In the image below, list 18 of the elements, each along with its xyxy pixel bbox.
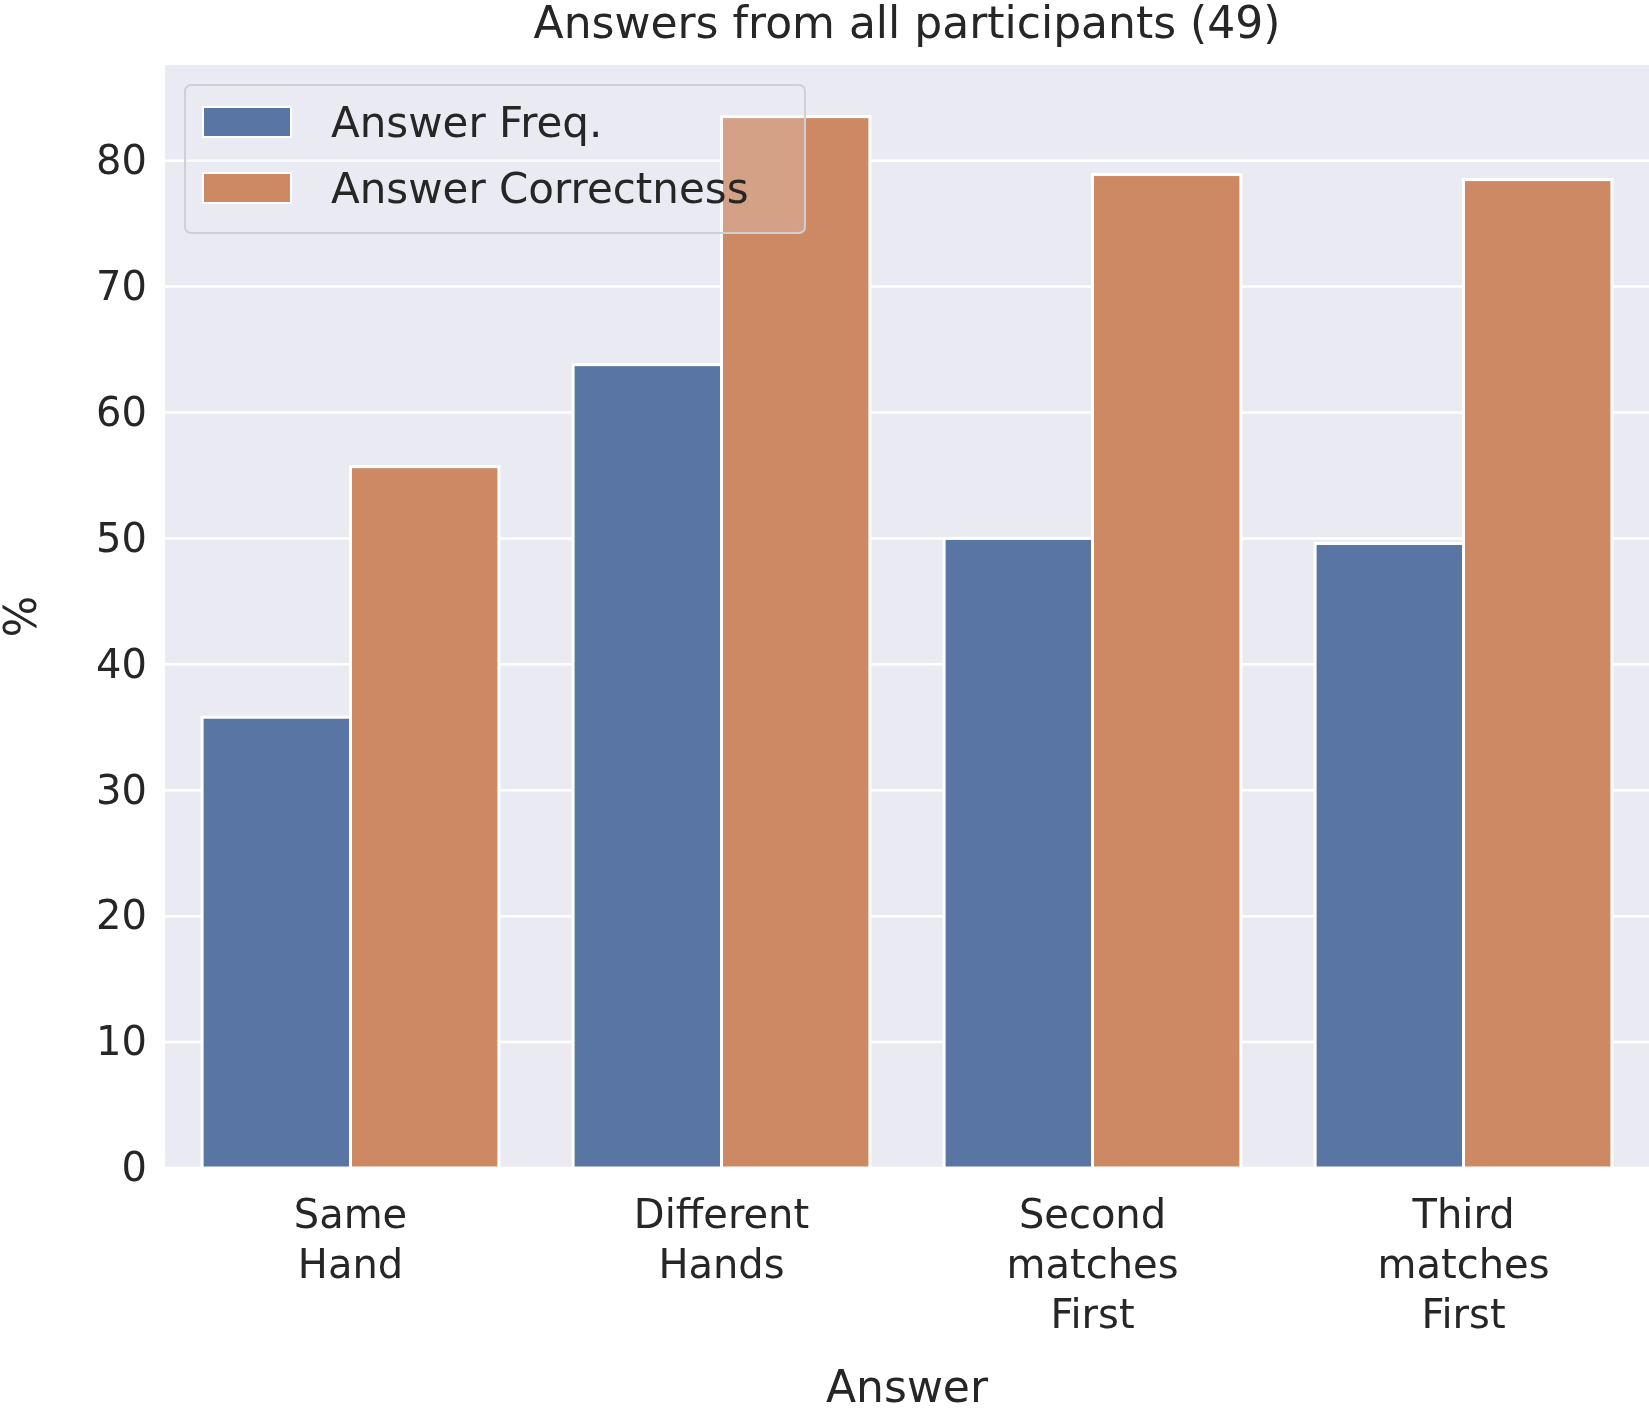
y-tick-label: 80 [96, 136, 147, 183]
legend-label: Answer Freq. [331, 98, 603, 147]
y-tick-label: 20 [96, 892, 147, 939]
legend-label: Answer Correctness [331, 164, 749, 213]
y-axis-title: % [0, 595, 46, 638]
chart-title: Answers from all participants (49) [533, 0, 1281, 48]
x-tick-label: Different Hands [633, 1191, 810, 1287]
y-tick-label: 10 [96, 1018, 147, 1065]
x-tick-label: Same Hand [293, 1191, 408, 1287]
y-tick-label: 30 [96, 766, 147, 813]
y-tick-label: 70 [96, 262, 147, 309]
x-axis-title: Answer [825, 1361, 989, 1412]
x-tick-label: Second matches First [1006, 1191, 1179, 1337]
y-tick-label: 60 [96, 388, 147, 435]
y-tick-label: 40 [96, 640, 147, 687]
x-tick-label: Third matches First [1377, 1191, 1550, 1337]
y-tick-label: 50 [96, 514, 147, 561]
y-tick-label: 0 [121, 1144, 147, 1191]
